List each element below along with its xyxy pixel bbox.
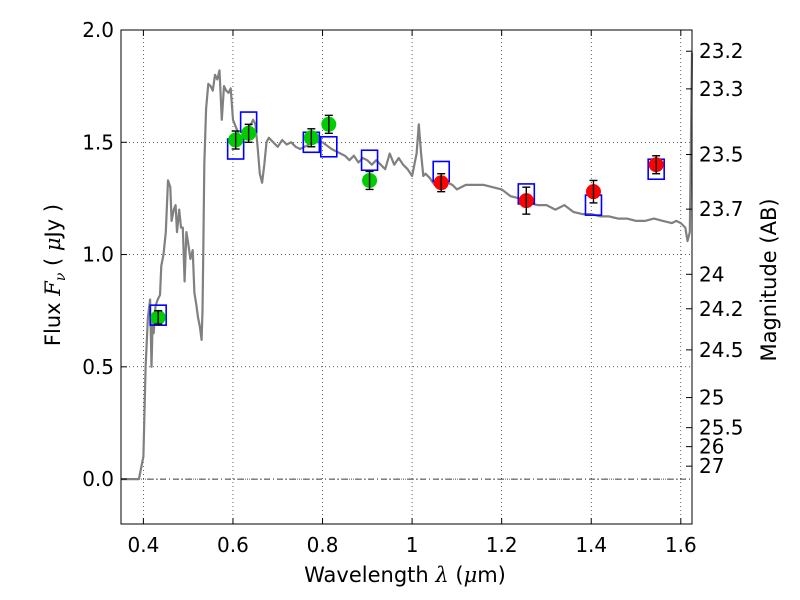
y-tick-label: 2.0: [82, 18, 114, 42]
mag-tick-label: 27: [699, 454, 724, 478]
plot-frame: [120, 29, 693, 525]
mag-tick-label: 25: [699, 386, 724, 410]
model-photometry-square: [360, 149, 379, 172]
y-tick-label: 1.5: [82, 130, 114, 154]
model-photometry-square: [149, 304, 167, 326]
axis-ticks: [121, 29, 692, 524]
y-axis-label: Flux Fν ( μJy ): [41, 204, 69, 346]
mag-tick-label: 23.2: [699, 39, 744, 63]
mag-tick-label: 24: [699, 262, 724, 286]
x-tick-label: 0.8: [307, 533, 339, 557]
y-tick-label: 0.5: [82, 355, 114, 379]
x-tick-label: 1: [406, 533, 419, 557]
mag-tick-label: 25.5: [699, 416, 744, 440]
mag-tick-label: 23.7: [699, 197, 744, 221]
x-tick-label: 1.6: [665, 533, 697, 557]
y2-axis-label: Magnitude (AB): [757, 198, 781, 361]
y-tick-label: 1.0: [82, 243, 114, 267]
model-photometry-square: [319, 135, 338, 158]
mag-tick-label: 23.5: [699, 143, 744, 167]
mag-tick-label: 24.2: [699, 297, 744, 321]
y-tick-label: 0.0: [82, 467, 114, 491]
model-spectrum-line: [121, 52, 694, 481]
x-tick-label: 1.2: [486, 533, 518, 557]
mag-tick-label: 24.5: [699, 338, 744, 362]
x-tick-label: 1.4: [575, 533, 607, 557]
x-axis-label: Wavelength λ (μm): [304, 563, 506, 587]
mag-tick-label: 23.3: [699, 77, 744, 101]
data-points-group: [149, 111, 665, 326]
tick-labels: 0.4 0.6 0.8 1 1.2 1.4 1.6 0.0 0.5 1.0 1.5 2.0 23.2 23…: [82, 18, 743, 557]
model-spectrum-group: [121, 52, 694, 481]
x-tick-label: 0.6: [217, 533, 249, 557]
mag-tick-label: 26: [699, 435, 724, 459]
x-tick-label: 0.4: [127, 533, 159, 557]
